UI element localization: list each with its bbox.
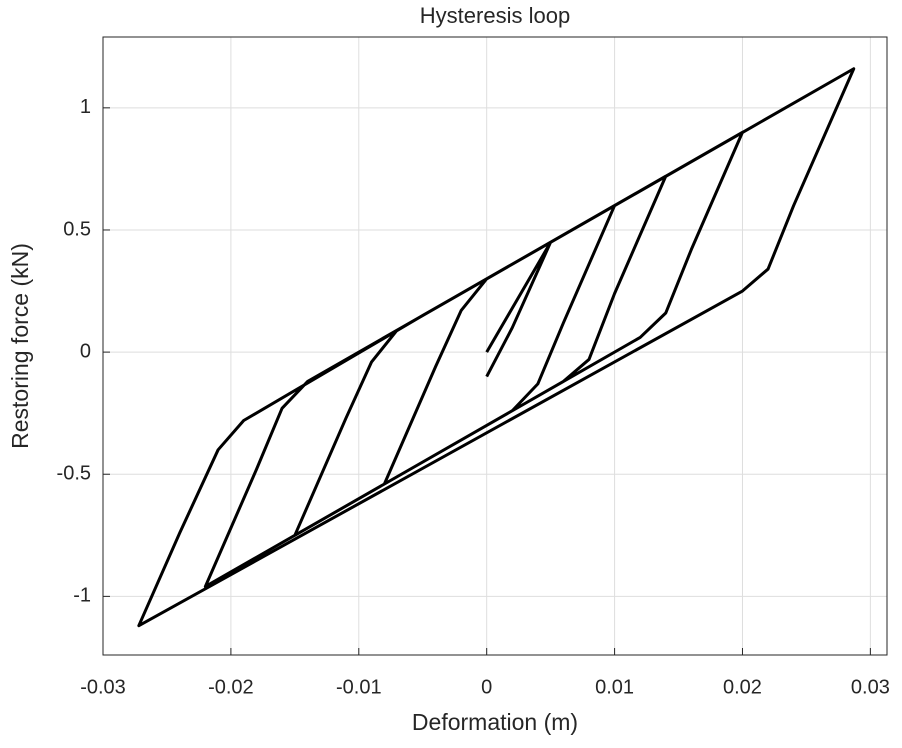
y-tick-label: 0.5 <box>63 218 91 240</box>
hysteresis-curve <box>137 67 856 628</box>
y-axis-label: Restoring force (kN) <box>7 243 33 449</box>
y-tick-label: -1 <box>73 585 91 607</box>
x-tick-label: 0.02 <box>723 676 762 698</box>
data-layer <box>137 67 856 628</box>
axes-box <box>102 36 888 656</box>
x-tick-label: -0.03 <box>80 676 126 698</box>
y-tick-label: -0.5 <box>57 463 91 485</box>
x-tick-label: 0 <box>481 676 492 698</box>
x-tick-label: -0.01 <box>336 676 382 698</box>
x-tick-label: -0.02 <box>208 676 254 698</box>
x-tick-label: 0.01 <box>595 676 634 698</box>
grid-layer <box>102 37 887 655</box>
chart-title: Hysteresis loop <box>420 3 570 28</box>
x-tick-label: 0.03 <box>851 676 890 698</box>
x-axis-label: Deformation (m) <box>412 709 578 735</box>
y-tick-label: 1 <box>80 96 91 118</box>
y-tick-label: 0 <box>80 340 91 362</box>
